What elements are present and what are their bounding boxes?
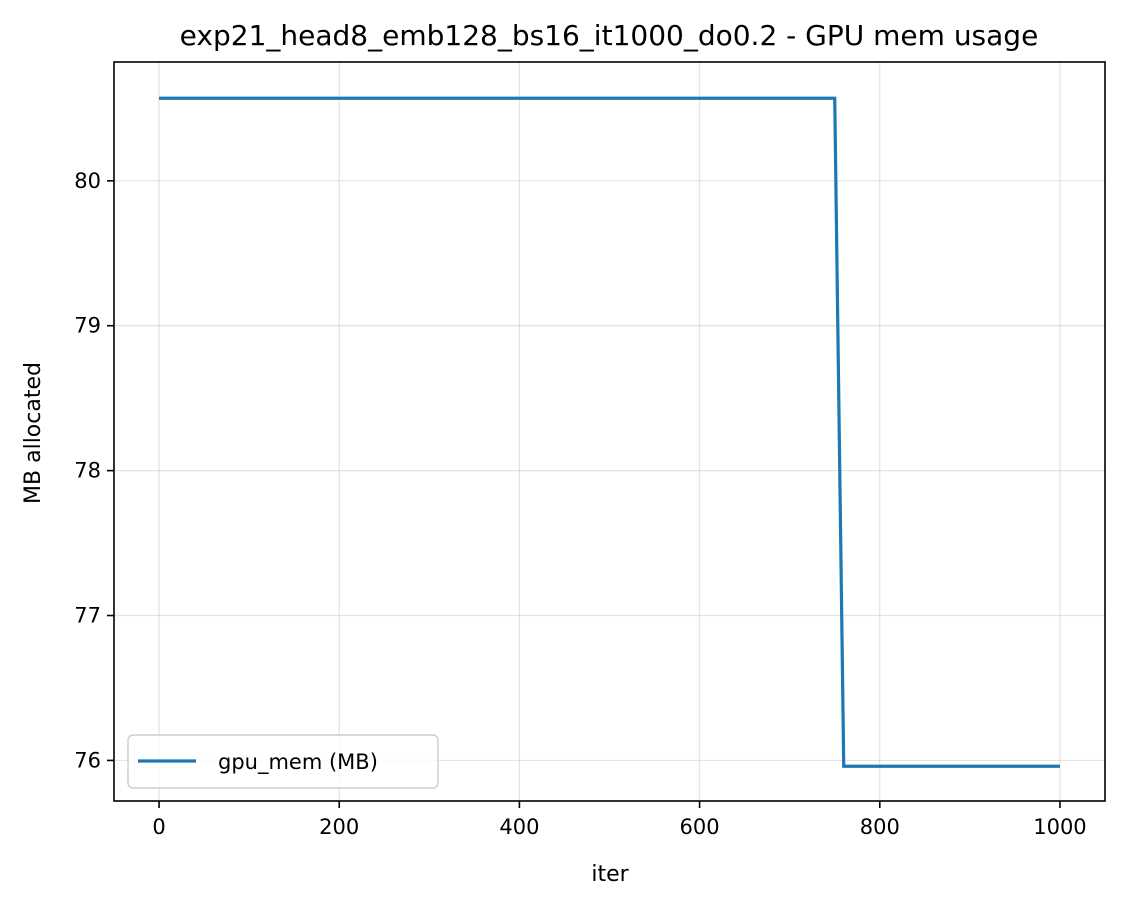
- grid: [114, 62, 1105, 801]
- y-tick-label: 80: [74, 169, 101, 193]
- y-tick-label: 79: [74, 314, 101, 338]
- chart-title: exp21_head8_emb128_bs16_it1000_do0.2 - G…: [180, 19, 1039, 52]
- x-tick-label: 800: [860, 815, 900, 839]
- y-tick-label: 77: [74, 604, 101, 628]
- x-axis-label: iter: [591, 862, 629, 887]
- x-tick-label: 600: [680, 815, 720, 839]
- legend-box: [127, 734, 439, 789]
- legend: gpu_mem (MB): [127, 734, 439, 789]
- x-axis: 0 200 400 600 800 1000: [152, 801, 1087, 839]
- x-tick-label: 200: [319, 815, 359, 839]
- y-axis: 76 77 78 79 80: [74, 169, 114, 772]
- y-axis-label: MB allocated: [21, 362, 46, 504]
- y-tick-label: 76: [74, 748, 101, 772]
- x-tick-label: 0: [152, 815, 165, 839]
- y-tick-label: 78: [74, 459, 101, 483]
- x-tick-label: 400: [499, 815, 539, 839]
- legend-label-gpu-mem: gpu_mem (MB): [218, 750, 378, 775]
- x-tick-label: 1000: [1033, 815, 1086, 839]
- plot-frame: [113, 61, 1106, 802]
- series-line-gpu-mem: [159, 96, 1060, 768]
- series-layer: [159, 96, 1060, 768]
